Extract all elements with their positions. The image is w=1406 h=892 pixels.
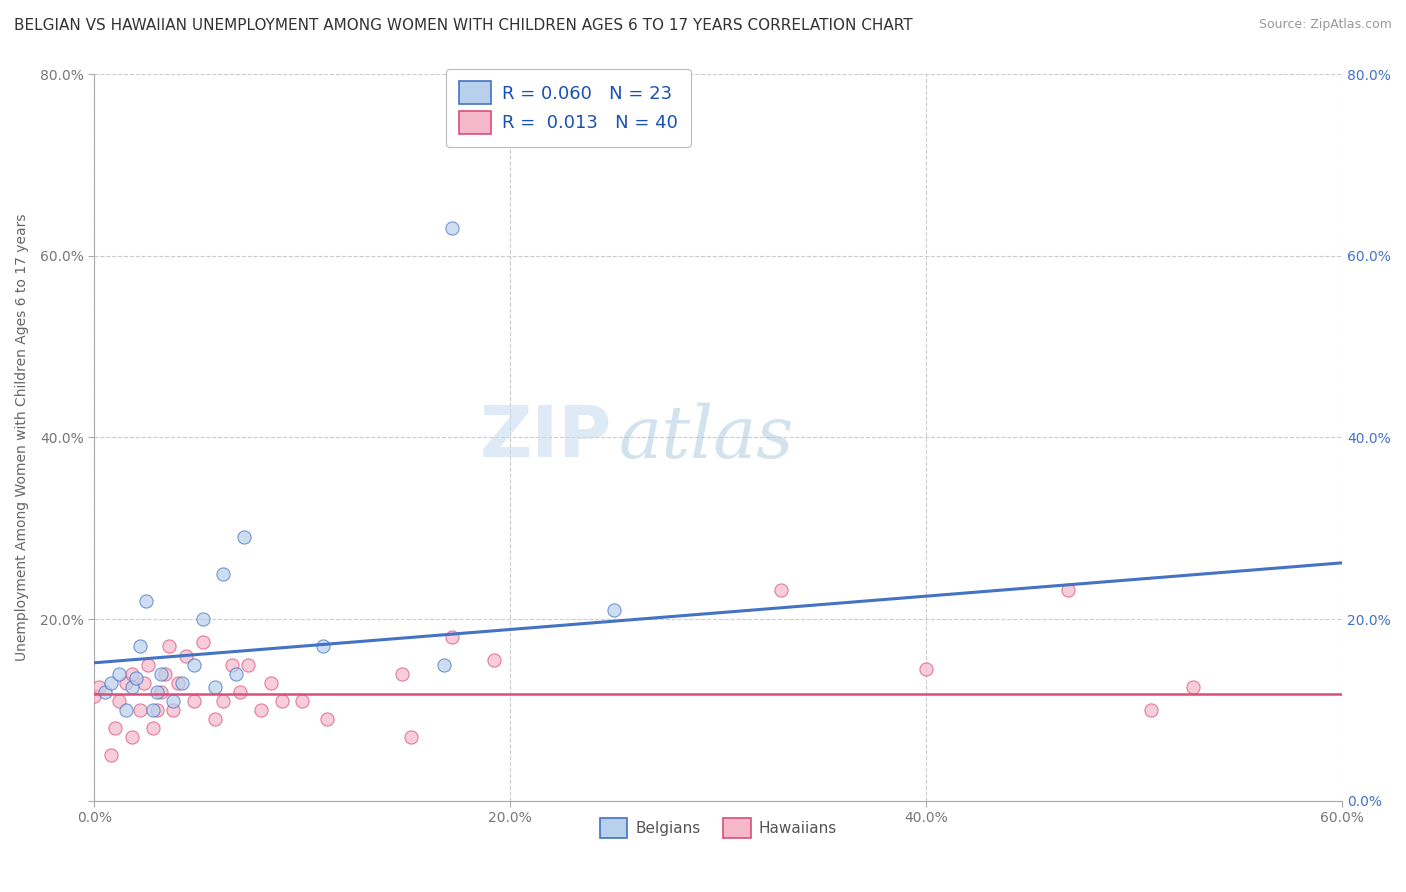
Point — [212, 566, 235, 581]
Point — [233, 530, 256, 544]
Point — [316, 712, 339, 726]
Text: Source: ZipAtlas.com: Source: ZipAtlas.com — [1258, 18, 1392, 31]
Point — [433, 657, 456, 672]
Point — [270, 694, 292, 708]
Point — [291, 694, 314, 708]
Point — [225, 666, 247, 681]
Point — [121, 666, 143, 681]
Point — [1181, 681, 1204, 695]
Point — [212, 694, 235, 708]
Point — [183, 657, 205, 672]
Point — [108, 666, 131, 681]
Point — [915, 662, 938, 676]
Point — [149, 685, 172, 699]
Point — [312, 640, 335, 654]
Point — [603, 603, 626, 617]
Point — [482, 653, 505, 667]
Point — [100, 675, 122, 690]
Point — [114, 675, 136, 690]
Point — [129, 640, 152, 654]
Point — [149, 666, 172, 681]
Point — [204, 712, 226, 726]
Point — [183, 694, 205, 708]
Point — [170, 675, 193, 690]
Point — [146, 685, 169, 699]
Point — [121, 681, 143, 695]
Point — [174, 648, 197, 663]
Legend: Belgians, Hawaiians: Belgians, Hawaiians — [593, 813, 842, 844]
Point — [142, 721, 165, 735]
Point — [441, 221, 464, 235]
Point — [260, 675, 283, 690]
Point — [441, 631, 464, 645]
Point — [238, 657, 260, 672]
Point — [191, 635, 214, 649]
Point — [399, 731, 422, 745]
Point — [204, 681, 226, 695]
Point — [1140, 703, 1163, 717]
Text: atlas: atlas — [619, 402, 794, 473]
Point — [153, 666, 176, 681]
Point — [108, 694, 131, 708]
Point — [769, 583, 792, 598]
Point — [104, 721, 127, 735]
Point — [142, 703, 165, 717]
Y-axis label: Unemployment Among Women with Children Ages 6 to 17 years: Unemployment Among Women with Children A… — [15, 214, 30, 661]
Point — [221, 657, 243, 672]
Text: ZIP: ZIP — [479, 403, 612, 472]
Point — [191, 612, 214, 626]
Point — [121, 731, 143, 745]
Point — [114, 703, 136, 717]
Point — [129, 703, 152, 717]
Point — [229, 685, 252, 699]
Point — [87, 681, 110, 695]
Point — [134, 675, 156, 690]
Point — [391, 666, 413, 681]
Point — [83, 690, 105, 704]
Point — [125, 671, 148, 685]
Point — [1056, 583, 1078, 598]
Point — [162, 703, 184, 717]
Point — [146, 703, 169, 717]
Point — [249, 703, 271, 717]
Point — [94, 685, 117, 699]
Point — [157, 640, 180, 654]
Point — [166, 675, 188, 690]
Text: BELGIAN VS HAWAIIAN UNEMPLOYMENT AMONG WOMEN WITH CHILDREN AGES 6 TO 17 YEARS CO: BELGIAN VS HAWAIIAN UNEMPLOYMENT AMONG W… — [14, 18, 912, 33]
Point — [135, 594, 157, 608]
Point — [100, 748, 122, 763]
Point — [138, 657, 160, 672]
Point — [162, 694, 184, 708]
